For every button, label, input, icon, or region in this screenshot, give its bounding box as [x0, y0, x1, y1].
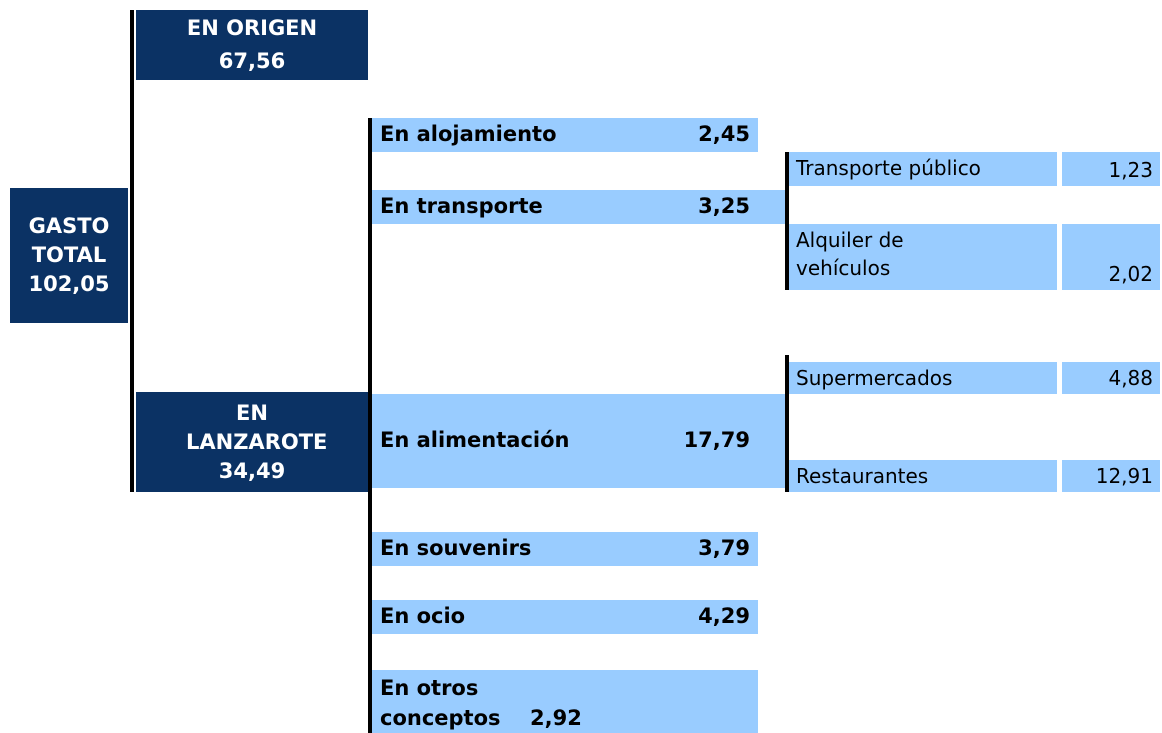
local-value: 34,49	[218, 458, 286, 483]
item-label: En alimentación	[380, 427, 570, 452]
connector	[785, 355, 789, 492]
origin-value: 67,56	[218, 49, 286, 73]
item-value: 3,79	[698, 536, 750, 560]
local-label: EN LANZAROTE	[186, 400, 328, 454]
sub-label: Transporte público	[789, 152, 1057, 186]
item-row: En alimentación 17,79	[372, 394, 785, 488]
origin-box: EN ORIGEN 67,56	[136, 10, 368, 80]
origin-label: EN ORIGEN	[186, 16, 318, 40]
connector	[785, 152, 789, 290]
item-value: 3,25	[698, 194, 750, 218]
total-label: GASTO TOTAL	[28, 214, 110, 267]
item-value: 4,29	[698, 604, 750, 628]
connector	[130, 10, 134, 492]
item-label: En souvenirs	[380, 536, 532, 560]
sub-value: 4,88	[1062, 362, 1160, 394]
sub-value: 2,02	[1062, 224, 1160, 290]
item-value: 2,92	[530, 706, 582, 730]
sub-value: 1,23	[1062, 152, 1160, 186]
item-label: En otros conceptos	[380, 676, 501, 730]
sub-label: Restaurantes	[789, 460, 1057, 492]
item-row: En otros conceptos 2,92	[372, 670, 758, 733]
total-value: 102,05	[28, 272, 110, 296]
item-label: En transporte	[380, 194, 543, 218]
total-box: GASTO TOTAL 102,05	[10, 188, 128, 323]
sub-label: Alquiler de vehículos	[789, 224, 1057, 290]
sub-label: Supermercados	[789, 362, 1057, 394]
connector	[368, 118, 372, 733]
item-row: En souvenirs 3,79	[372, 532, 758, 566]
item-value: 2,45	[698, 122, 750, 146]
item-row: En ocio 4,29	[372, 600, 758, 634]
item-row: En alojamiento 2,45	[372, 118, 758, 152]
item-label: En alojamiento	[380, 122, 557, 146]
sub-value: 12,91	[1062, 460, 1160, 492]
item-label: En ocio	[380, 604, 466, 628]
item-row: En transporte 3,25	[372, 190, 758, 224]
local-box: EN LANZAROTE 34,49	[136, 392, 368, 492]
item-value: 17,79	[683, 427, 750, 452]
row-extension	[758, 190, 785, 224]
